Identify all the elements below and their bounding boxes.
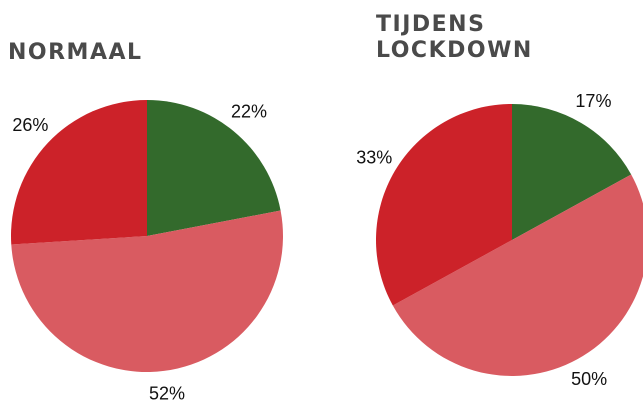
pie-slice [512, 104, 632, 240]
chart-title: NORMAAL [8, 40, 143, 65]
data-label: 33% [356, 147, 392, 167]
pie-slice [10, 100, 147, 245]
data-label: 50% [571, 369, 607, 389]
pie-slice [147, 100, 281, 236]
data-label: 26% [12, 115, 48, 135]
pie-slice [392, 174, 643, 376]
data-label: 52% [149, 383, 185, 403]
pie-slice [376, 104, 512, 306]
data-label: 22% [231, 101, 267, 121]
pie-slice [11, 210, 283, 372]
data-label: 17% [575, 91, 611, 111]
chart-title: TIJDENS LOCKDOWN [376, 12, 533, 63]
